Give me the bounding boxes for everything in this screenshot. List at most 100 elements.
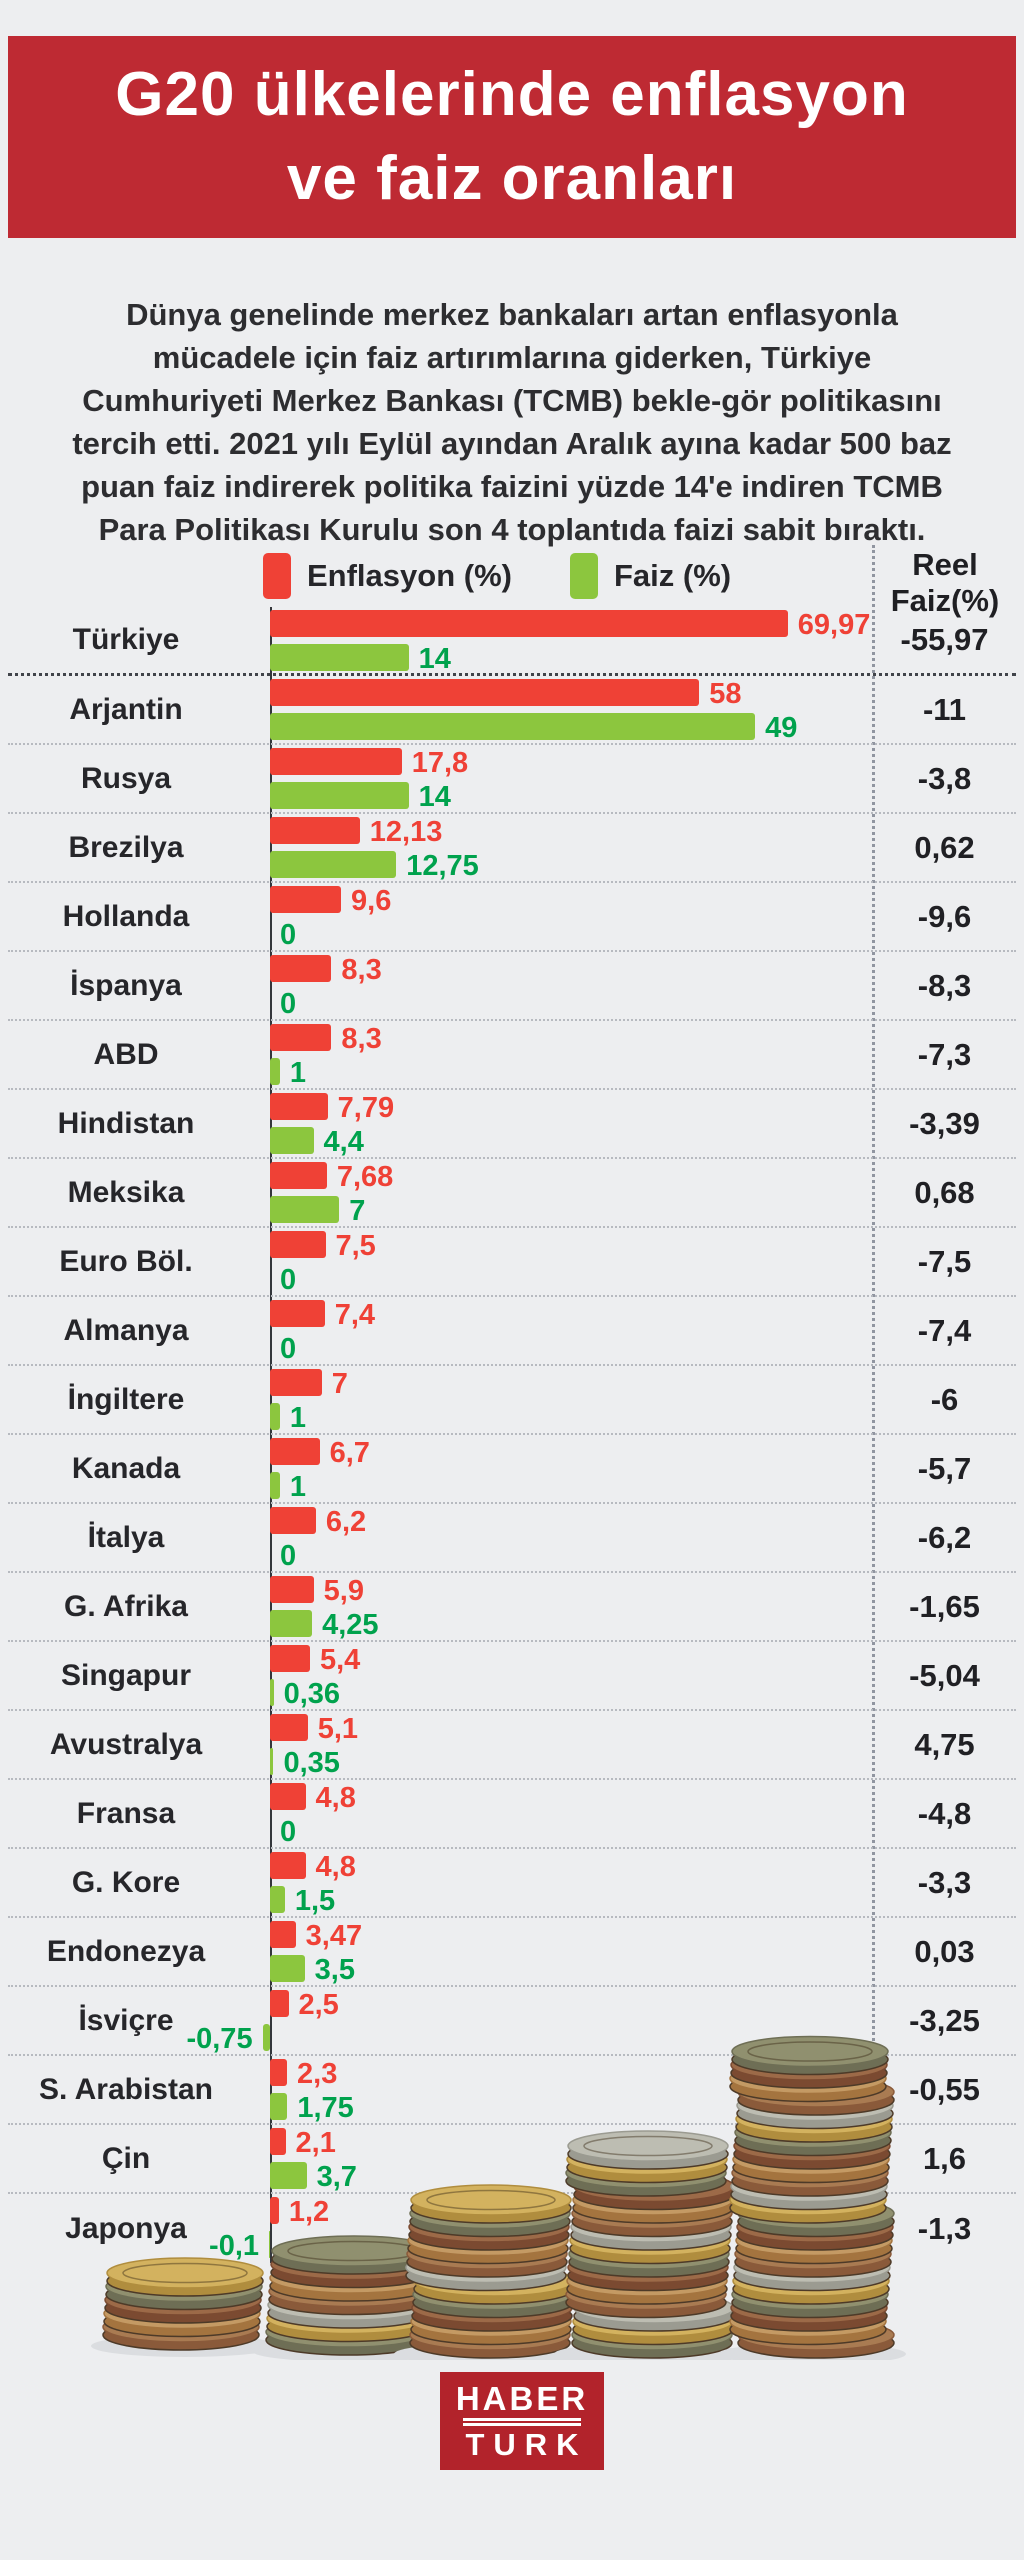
inflation-value-label: 17,8 <box>411 747 469 779</box>
chart-row: ABD 8,3 1 -7,3 <box>8 1021 1016 1090</box>
country-label: Hollanda <box>62 899 190 933</box>
interest-value-label: 4,25 <box>322 1609 379 1641</box>
row-plot: 7,4 0 <box>270 1297 873 1365</box>
inflation-bar <box>270 1783 306 1810</box>
interest-bar <box>270 1403 280 1430</box>
inflation-bar <box>270 679 700 706</box>
chart-row: Singapur 5,4 0,36 -5,04 <box>8 1642 1016 1711</box>
interest-value-label: -0,75 <box>186 2023 253 2055</box>
country-label: Euro Böl. <box>59 1244 193 1278</box>
inflation-value-label: 8,3 <box>341 954 382 986</box>
interest-bar <box>270 1679 274 1706</box>
interest-bar <box>270 2093 288 2120</box>
real-rate-header-line1: Reel <box>912 547 978 582</box>
page-title: G20 ülkelerinde enflasyon ve faiz oranla… <box>8 36 1016 238</box>
chart-row: Türkiye 69,97 14 -55,97 <box>8 607 1016 676</box>
row-plot: 9,6 0 <box>270 883 873 951</box>
real-rate-value: -55,97 <box>900 622 989 657</box>
inflation-bar <box>270 1162 327 1189</box>
page-title-line2: ve faiz oranları <box>286 144 738 213</box>
interest-bar <box>270 1127 314 1154</box>
chart-row: Meksika 7,68 7 0,68 <box>8 1159 1016 1228</box>
inflation-bar <box>270 1438 320 1465</box>
country-label: Rusya <box>80 761 172 795</box>
interest-value-label: 0 <box>280 1264 297 1296</box>
interest-bar <box>270 644 409 671</box>
row-plot: 17,8 14 <box>270 745 873 813</box>
chart-row: Endonezya 3,47 3,5 0,03 <box>8 1918 1016 1987</box>
haberturk-logo: HABER TURK <box>440 2372 604 2470</box>
inflation-bar <box>270 1093 328 1120</box>
country-label: Türkiye <box>72 623 180 656</box>
interest-swatch-icon <box>569 553 598 599</box>
page-title-line1: G20 ülkelerinde enflasyon <box>115 60 909 129</box>
chart-row: Hollanda 9,6 0 -9,6 <box>8 883 1016 952</box>
country-label: S. Arabistan <box>39 2072 213 2106</box>
interest-value-label: 14 <box>418 781 451 813</box>
chart-row: Brezilya 12,13 12,75 0,62 <box>8 814 1016 883</box>
bar-chart: Enflasyon (%) Faiz (%) Reel Faiz(%) Türk… <box>8 545 1016 2263</box>
inflation-bar <box>270 1024 332 1051</box>
row-plot: 4,8 0 <box>270 1780 873 1848</box>
row-plot: 4,8 1,5 <box>270 1849 873 1917</box>
real-rate-value: 4,75 <box>914 1726 975 1762</box>
country-label: Arjantin <box>69 692 183 726</box>
real-rate-value: -8,3 <box>917 967 972 1003</box>
logo-line2: TURK <box>465 2426 588 2462</box>
real-rate-value: -7,4 <box>917 1312 972 1348</box>
interest-bar <box>270 1955 305 1982</box>
interest-bar <box>270 851 397 878</box>
row-plot: 1,2 -0,1 <box>209 2194 873 2263</box>
logo-line1: HABER <box>455 2379 589 2417</box>
interest-bar <box>270 1886 285 1913</box>
real-rate-value: -7,5 <box>917 1243 972 1279</box>
legend-item-interest: Faiz (%) <box>569 553 732 599</box>
country-label: G. Afrika <box>64 1589 188 1623</box>
real-rate-value: -3,25 <box>909 2002 980 2038</box>
row-plot: 5,1 0,35 <box>270 1711 873 1779</box>
inflation-bar <box>270 2197 279 2224</box>
interest-value-label: 0 <box>280 1816 297 1848</box>
chart-row: Arjantin 58 49 -11 <box>8 676 1016 745</box>
row-plot: 7,5 0 <box>270 1228 873 1296</box>
inflation-value-label: 58 <box>709 678 742 710</box>
real-rate-header: Reel Faiz(%) <box>874 547 1016 619</box>
country-label: Hindistan <box>57 1106 195 1140</box>
chart-row: G. Kore 4,8 1,5 -3,3 <box>8 1849 1016 1918</box>
inflation-bar <box>270 817 360 844</box>
legend-inflation-label: Enflasyon (%) <box>307 558 512 593</box>
inflation-bar <box>270 1369 322 1396</box>
chart-row: Almanya 7,4 0 -7,4 <box>8 1297 1016 1366</box>
row-plot: 5,4 0,36 <box>270 1642 873 1710</box>
interest-value-label: 0 <box>280 919 297 951</box>
legend-interest-label: Faiz (%) <box>613 558 732 593</box>
interest-value-label: 1 <box>289 1402 307 1434</box>
interest-value-label: 1,5 <box>294 1885 336 1917</box>
interest-bar <box>270 1196 340 1223</box>
real-rate-value: -7,3 <box>917 1036 972 1072</box>
real-rate-value: -3,3 <box>917 1864 972 1900</box>
country-label: G. Kore <box>71 1865 181 1899</box>
interest-bar <box>270 782 409 809</box>
real-rate-value: -3,39 <box>909 1105 980 1141</box>
chart-row: İspanya 8,3 0 -8,3 <box>8 952 1016 1021</box>
row-plot: 6,2 0 <box>270 1504 873 1572</box>
inflation-value-label: 8,3 <box>341 1023 382 1055</box>
real-rate-value: -6,2 <box>917 1519 972 1555</box>
inflation-bar <box>270 2059 288 2086</box>
country-label: Kanada <box>71 1451 181 1485</box>
inflation-bar <box>270 1576 314 1603</box>
country-label: İtalya <box>87 1520 165 1554</box>
country-label: Japonya <box>65 2211 187 2245</box>
inflation-bar <box>270 748 402 775</box>
inflation-value-label: 2,1 <box>295 2127 336 2159</box>
inflation-value-label: 4,8 <box>315 1851 356 1883</box>
interest-value-label: 1,75 <box>297 2092 354 2124</box>
row-plot: 2,5 -0,75 <box>186 1987 873 2055</box>
row-plot: 12,13 12,75 <box>270 814 873 882</box>
inflation-value-label: 5,1 <box>317 1713 359 1745</box>
inflation-bar <box>270 1231 326 1258</box>
row-plot: 2,1 3,7 <box>270 2125 873 2193</box>
inflation-value-label: 2,5 <box>298 1989 339 2021</box>
